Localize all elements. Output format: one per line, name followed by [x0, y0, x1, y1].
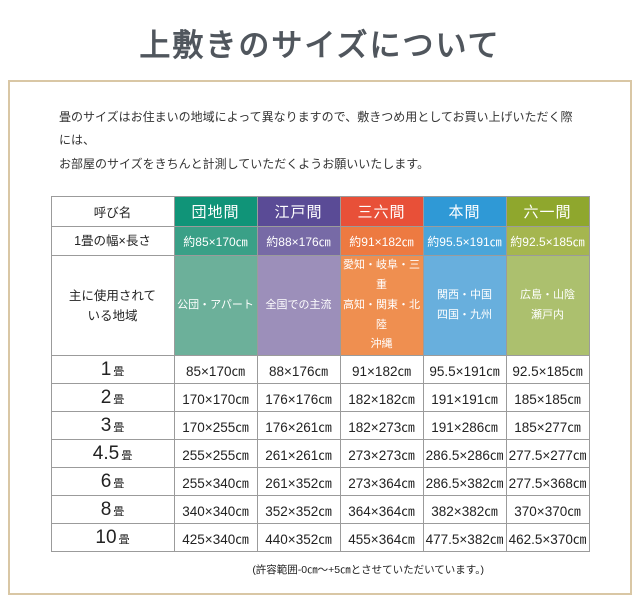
- size-value-cell: 255×340㎝: [173, 467, 258, 497]
- column-header-danchima: 団地間: [173, 196, 258, 228]
- size-value-cell: 462.5×370㎝: [505, 523, 590, 553]
- size-value-cell: 92.5×185㎝: [505, 355, 590, 385]
- size-value-cell: 185×185㎝: [505, 383, 590, 413]
- width-cell-rokuichima: 約92.5×185㎝: [505, 226, 590, 257]
- column-header-edoma: 江戸間: [256, 196, 341, 228]
- size-value-cell: 382×382㎝: [422, 495, 507, 525]
- size-value-cell: 277.5×277㎝: [505, 439, 590, 469]
- size-row-10jo: 10 畳 425×340㎝ 440×352㎝ 455×364㎝ 477.5×382…: [50, 523, 590, 553]
- size-count: 4.5: [92, 442, 120, 464]
- width-row-label-cell: 1畳の幅×長さ: [50, 226, 175, 257]
- size-unit: 畳: [118, 533, 130, 546]
- size-value-cell: 91×182㎝: [339, 355, 424, 385]
- size-value-cell: 440×352㎝: [256, 523, 341, 553]
- size-value-cell: 191×191㎝: [422, 383, 507, 413]
- size-count: 8: [100, 498, 112, 520]
- size-value-cell: 352×352㎝: [256, 495, 341, 525]
- size-value-cell: 273×364㎝: [339, 467, 424, 497]
- size-value-cell: 170×170㎝: [173, 383, 258, 413]
- size-value-cell: 364×364㎝: [339, 495, 424, 525]
- intro-text: 畳のサイズはお住まいの地域によって異なりますので、敷きつめ用としてお買い上げいた…: [59, 110, 573, 171]
- size-unit: 畳: [113, 505, 125, 518]
- size-value-cell: 191×286㎝: [422, 411, 507, 441]
- region-cell-rokuichima: 広島・山陰 瀬戸内: [505, 255, 590, 357]
- region-cell-honma: 関西・中国 四国・九州: [422, 255, 507, 357]
- size-value-cell: 261×261㎝: [256, 439, 341, 469]
- size-value-cell: 85×170㎝: [173, 355, 258, 385]
- size-count: 6: [100, 470, 112, 492]
- page-title: 上敷きのサイズについて: [139, 28, 501, 64]
- size-row-label-cell: 10 畳: [50, 523, 175, 553]
- header-row: 呼び名 団地間 江戸間 三六間 本間 六一間: [50, 196, 590, 228]
- width-cell-edoma: 約88×176㎝: [256, 226, 341, 257]
- size-count: 2: [100, 386, 112, 408]
- size-value-cell: 176×261㎝: [256, 411, 341, 441]
- column-header-sanrokuma: 三六間: [339, 196, 424, 228]
- size-value-cell: 286.5×286㎝: [422, 439, 507, 469]
- size-unit: 畳: [121, 449, 133, 462]
- region-cell-danchima: 公団・アパート: [173, 255, 258, 357]
- size-value-cell: 273×273㎝: [339, 439, 424, 469]
- size-row-label-cell: 4.5 畳: [50, 439, 175, 469]
- size-value-cell: 261×352㎝: [256, 467, 341, 497]
- column-header-honma: 本間: [422, 196, 507, 228]
- size-value-cell: 477.5×382㎝: [422, 523, 507, 553]
- size-unit: 畳: [113, 365, 125, 378]
- region-cell-sanrokuma: 愛知・岐阜・三重 高知・関東・北陸 沖縄: [339, 255, 424, 357]
- region-row-label-cell: 主に使用されて いる地域: [50, 255, 175, 357]
- region-row: 主に使用されて いる地域 公団・アパート 全国での主流 愛知・岐阜・三重 高知・…: [50, 255, 590, 357]
- tolerance-footnote: (許容範囲-0㎝～+5㎝とさせていただいています。): [252, 564, 484, 577]
- size-value-cell: 340×340㎝: [173, 495, 258, 525]
- size-count: 10: [95, 526, 117, 548]
- size-value-cell: 182×273㎝: [339, 411, 424, 441]
- size-unit: 畳: [113, 421, 125, 434]
- size-value-cell: 170×255㎝: [173, 411, 258, 441]
- size-value-cell: 182×182㎝: [339, 383, 424, 413]
- size-unit: 畳: [113, 477, 125, 490]
- size-count: 3: [100, 414, 112, 436]
- width-cell-honma: 約95.5×191㎝: [422, 226, 507, 257]
- size-value-cell: 425×340㎝: [173, 523, 258, 553]
- content-box: 畳のサイズはお住まいの地域によって異なりますので、敷きつめ用としてお買い上げいた…: [8, 80, 632, 595]
- size-value-cell: 370×370㎝: [505, 495, 590, 525]
- size-value-cell: 185×277㎝: [505, 411, 590, 441]
- width-cell-sanrokuma: 約91×182㎝: [339, 226, 424, 257]
- size-count: 1: [100, 358, 112, 380]
- column-header-rokuichima: 六一間: [505, 196, 590, 228]
- size-value-cell: 255×255㎝: [173, 439, 258, 469]
- region-cell-edoma: 全国での主流: [256, 255, 341, 357]
- corner-label-cell: 呼び名: [50, 196, 175, 228]
- size-value-cell: 95.5×191㎝: [422, 355, 507, 385]
- size-value-cell: 88×176㎝: [256, 355, 341, 385]
- size-value-cell: 277.5×368㎝: [505, 467, 590, 497]
- size-table: 呼び名 団地間 江戸間 三六間 本間 六一間 1畳の幅×長さ 約85×170㎝ …: [50, 196, 590, 553]
- size-value-cell: 176×176㎝: [256, 383, 341, 413]
- size-unit: 畳: [113, 393, 125, 406]
- size-value-cell: 455×364㎝: [339, 523, 424, 553]
- tatami-width-row: 1畳の幅×長さ 約85×170㎝ 約88×176㎝ 約91×182㎝ 約95.5…: [50, 226, 590, 257]
- size-value-cell: 286.5×382㎝: [422, 467, 507, 497]
- size-row-4-5jo: 4.5 畳 255×255㎝ 261×261㎝ 273×273㎝ 286.5×28…: [50, 439, 590, 469]
- width-cell-danchima: 約85×170㎝: [173, 226, 258, 257]
